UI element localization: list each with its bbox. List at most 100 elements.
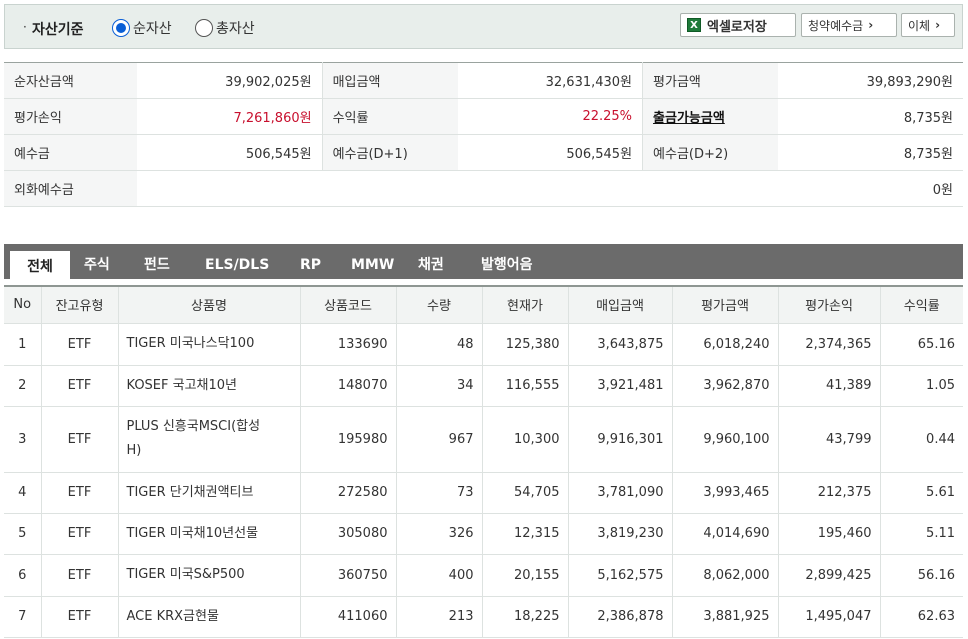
tab-rp[interactable]: RP [300, 257, 322, 273]
row-purchase-amount: 3,781,090 [567, 471, 673, 514]
chevron-right-icon: › [868, 18, 874, 32]
tab-all[interactable]: 전체 [10, 251, 70, 279]
row-purchase-amount: 3,643,875 [567, 322, 673, 366]
radio-unchecked-icon [195, 19, 213, 37]
table-row[interactable]: 5 ETF TIGER 미국채10년선물 305080 326 12,315 3… [4, 512, 963, 555]
purchase-amount-value: 32,631,430원 [457, 62, 644, 99]
row-no: 4 [4, 471, 42, 514]
summary-row: 평가손익 7,261,860원 수익률 22.25% 출금가능금액 8,735원 [4, 98, 963, 135]
asset-summary-table: 순자산금액 39,902,025원 매입금액 32,631,430원 평가금액 … [4, 62, 963, 207]
tab-bond[interactable]: 채권 [418, 257, 444, 273]
excel-save-button[interactable]: X 엑셀로저장 [680, 13, 796, 37]
tab-els-dls[interactable]: ELS/DLS [205, 257, 270, 273]
row-current-price: 54,705 [481, 471, 569, 514]
table-row[interactable]: 4 ETF TIGER 단기채권액티브 272580 73 54,705 3,7… [4, 471, 963, 514]
chevron-right-icon: › [935, 18, 941, 32]
summary-row: 외화예수금 0원 [4, 170, 963, 207]
row-no: 3 [4, 405, 42, 473]
radio-checked-icon [112, 19, 130, 37]
row-return-rate: 0.44 [879, 405, 963, 473]
table-row[interactable]: 1 ETF TIGER 미국나스닥100 133690 48 125,380 3… [4, 322, 963, 366]
row-current-price: 18,225 [481, 595, 569, 638]
row-eval-amount: 4,014,690 [671, 512, 779, 555]
row-current-price: 125,380 [481, 322, 569, 366]
row-product-code: 305080 [299, 512, 397, 555]
row-quantity: 326 [395, 512, 483, 555]
radio-net-asset[interactable]: 순자산 [112, 18, 172, 38]
radio-total-asset[interactable]: 총자산 [195, 18, 255, 38]
col-current-price: 현재가 [481, 286, 569, 324]
col-return-rate: 수익률 [879, 286, 963, 324]
row-no: 7 [4, 595, 42, 638]
row-no: 5 [4, 512, 42, 555]
row-eval-pl: 212,375 [777, 471, 881, 514]
row-product-name-line2: H) [126, 443, 142, 458]
subscription-deposit-button[interactable]: 청약예수금 › [801, 13, 897, 37]
row-product-name: TIGER 미국채10년선물 [117, 512, 301, 555]
row-type: ETF [40, 512, 119, 555]
withdrawable-link[interactable]: 출금가능금액 [653, 111, 725, 126]
row-type: ETF [40, 471, 119, 514]
row-quantity: 48 [395, 322, 483, 366]
row-eval-amount: 9,960,100 [671, 405, 779, 473]
row-quantity: 967 [395, 405, 483, 473]
row-product-code: 133690 [299, 322, 397, 366]
table-row[interactable]: 2 ETF KOSEF 국고채10년 148070 34 116,555 3,9… [4, 364, 963, 407]
row-return-rate: 56.16 [879, 553, 963, 597]
excel-icon: X [687, 18, 701, 32]
row-product-name-line1: PLUS 신흥국MSCI(합성 [126, 419, 261, 434]
summary-row: 순자산금액 39,902,025원 매입금액 32,631,430원 평가금액 … [4, 62, 963, 99]
row-product-name-line1: TIGER 미국나스닥100 [126, 336, 255, 351]
row-purchase-amount: 5,162,575 [567, 553, 673, 597]
row-eval-amount: 3,962,870 [671, 364, 779, 407]
col-type: 잔고유형 [40, 286, 119, 324]
deposit-d2-label: 예수금(D+2) [642, 134, 779, 171]
row-product-name-line1: TIGER 미국S&P500 [126, 567, 245, 582]
row-quantity: 73 [395, 471, 483, 514]
row-product-name: TIGER 단기채권액티브 [117, 471, 301, 514]
fx-deposit-label: 외화예수금 [4, 170, 138, 207]
col-no: No [4, 286, 42, 324]
row-product-name: KOSEF 국고채10년 [117, 364, 301, 407]
eval-amount-value: 39,893,290원 [778, 62, 963, 99]
tab-issued-note[interactable]: 발행어음 [481, 257, 533, 273]
table-row[interactable]: 6 ETF TIGER 미국S&P500 360750 400 20,155 5… [4, 553, 963, 597]
col-eval-pl: 평가손익 [777, 286, 881, 324]
row-product-name: TIGER 미국나스닥100 [117, 322, 301, 366]
deposit-d2-value: 8,735원 [778, 134, 963, 171]
row-eval-pl: 2,374,365 [777, 322, 881, 366]
subscription-deposit-label: 청약예수금 [808, 18, 864, 33]
row-return-rate: 65.16 [879, 322, 963, 366]
eval-amount-label: 평가금액 [642, 62, 779, 99]
row-type: ETF [40, 364, 119, 407]
row-purchase-amount: 2,386,878 [567, 595, 673, 638]
holdings-table: No 잔고유형 상품명 상품코드 수량 현재가 매입금액 평가금액 평가손익 수… [4, 285, 963, 638]
radio-net-asset-label: 순자산 [133, 21, 172, 37]
row-product-name: TIGER 미국S&P500 [117, 553, 301, 597]
row-product-code: 195980 [299, 405, 397, 473]
bullet-mark: · [23, 20, 27, 34]
tab-mmw[interactable]: MMW [351, 257, 395, 273]
row-eval-pl: 2,899,425 [777, 553, 881, 597]
row-no: 1 [4, 322, 42, 366]
row-current-price: 10,300 [481, 405, 569, 473]
tab-stock[interactable]: 주식 [84, 257, 110, 273]
deposit-label: 예수금 [4, 134, 138, 171]
row-eval-pl: 41,389 [777, 364, 881, 407]
row-no: 2 [4, 364, 42, 407]
row-type: ETF [40, 322, 119, 366]
return-rate-label: 수익률 [322, 98, 458, 135]
col-product-code: 상품코드 [299, 286, 397, 324]
deposit-d1-label: 예수금(D+1) [322, 134, 458, 171]
tab-fund[interactable]: 펀드 [144, 257, 170, 273]
table-row[interactable]: 3 ETF PLUS 신흥국MSCI(합성 H) 195980 967 10,30… [4, 405, 963, 473]
net-asset-value: 39,902,025원 [137, 62, 323, 99]
row-type: ETF [40, 405, 119, 473]
purchase-amount-label: 매입금액 [322, 62, 458, 99]
row-product-code: 360750 [299, 553, 397, 597]
row-purchase-amount: 3,921,481 [567, 364, 673, 407]
row-quantity: 34 [395, 364, 483, 407]
table-row[interactable]: 7 ETF ACE KRX금현물 411060 213 18,225 2,386… [4, 595, 963, 638]
asset-basis-bar: · 자산기준 순자산 총자산 X 엑셀로저장 청약예수금 › 이체 › [4, 4, 963, 49]
transfer-button[interactable]: 이체 › [901, 13, 955, 37]
